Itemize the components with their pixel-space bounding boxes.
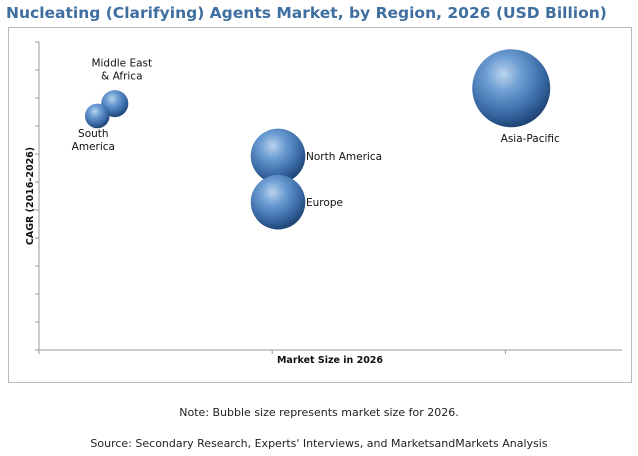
axes — [38, 42, 622, 351]
bubble-series: Asia-Pacific North America Europe Middle Ea… — [72, 49, 560, 230]
bubble-europe — [250, 174, 306, 230]
bubble-north-america — [250, 128, 306, 184]
source-note: Source: Secondary Research, Experts' Int… — [90, 437, 548, 450]
bubble-label-north-america: North America — [306, 151, 382, 163]
bubble-label-middle-east-africa: Middle East & Africa — [91, 58, 152, 83]
chart-frame — [8, 27, 632, 383]
bubble-size-note: Note: Bubble size represents market size… — [179, 406, 459, 419]
axis-ticks — [35, 41, 506, 354]
bubble-label-south-america: South America — [72, 128, 115, 153]
x-axis-label: Market Size in 2026 — [277, 355, 383, 366]
chart-title: Nucleating (Clarifying) Agents Market, b… — [6, 4, 607, 22]
bubble-asia-pacific — [472, 49, 551, 128]
bubble-south-america — [84, 103, 110, 129]
bubble-label-europe: Europe — [306, 197, 343, 209]
bubble-label-asia-pacific: Asia-Pacific — [501, 133, 560, 145]
y-axis-label: CAGR (2016-2026) — [25, 147, 36, 245]
